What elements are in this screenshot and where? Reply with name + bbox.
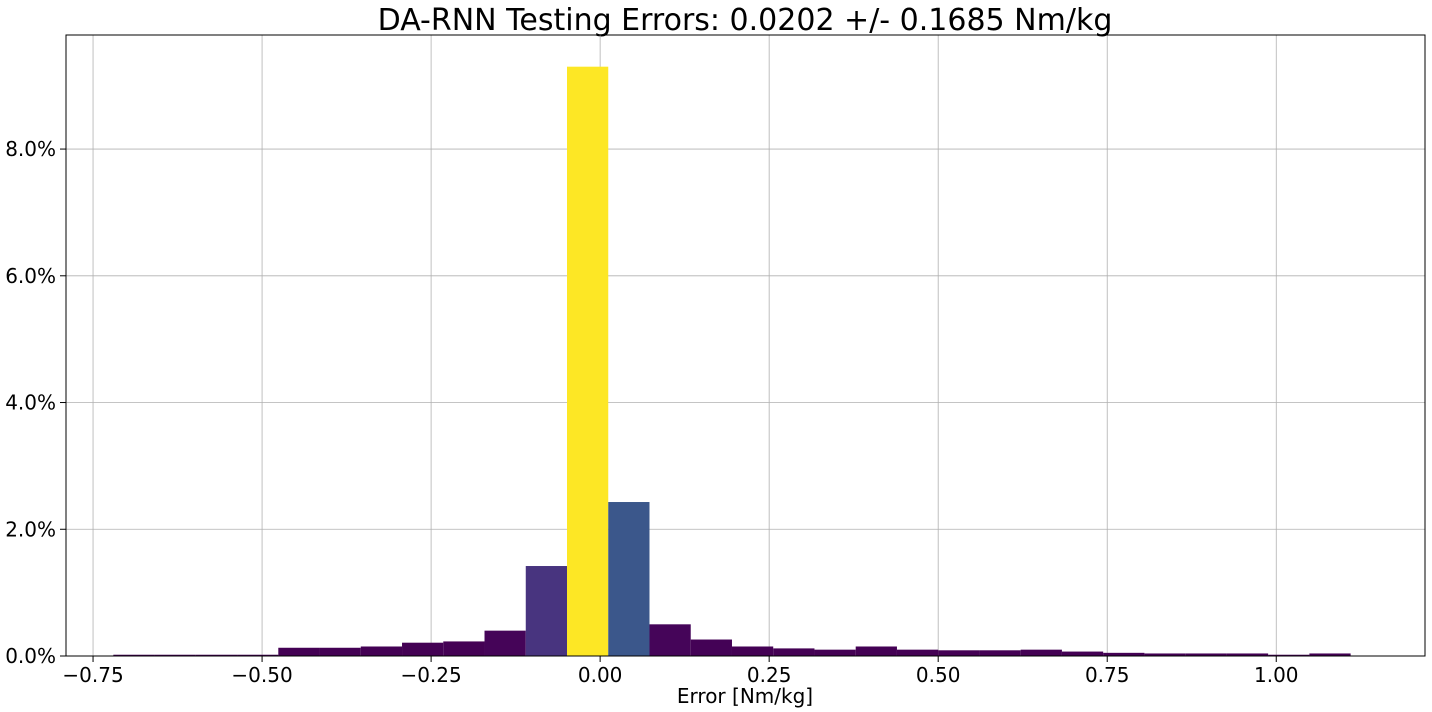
y-tick-label: 8.0% bbox=[5, 137, 56, 161]
x-tick-label: 1.00 bbox=[1254, 663, 1299, 687]
x-axis-ticks: −0.75 −0.50 −0.25 0.00 0.25 0.50 0.75 1.00 bbox=[62, 656, 1299, 687]
histogram-bar bbox=[649, 624, 691, 656]
histogram-bars bbox=[113, 66, 1351, 657]
histogram-bar bbox=[1144, 653, 1186, 656]
histogram-bar bbox=[237, 654, 279, 656]
histogram-bar bbox=[1185, 653, 1227, 656]
histogram-bar bbox=[608, 502, 650, 656]
histogram-bar bbox=[319, 647, 361, 656]
y-tick-label: 2.0% bbox=[5, 517, 56, 541]
histogram-bar bbox=[979, 650, 1021, 656]
histogram-bar bbox=[113, 654, 155, 656]
y-tick-label: 0.0% bbox=[5, 644, 56, 668]
x-axis-label: Error [Nm/kg] bbox=[677, 684, 813, 708]
x-tick-label: −0.75 bbox=[62, 663, 123, 687]
chart-title: DA-RNN Testing Errors: 0.0202 +/- 0.1685… bbox=[378, 3, 1113, 38]
histogram-bar bbox=[443, 641, 485, 656]
histogram-bar bbox=[855, 646, 897, 656]
histogram-bar bbox=[567, 66, 609, 657]
x-tick-label: −0.50 bbox=[231, 663, 292, 687]
x-tick-label: −0.25 bbox=[400, 663, 461, 687]
histogram-bar bbox=[484, 630, 526, 656]
x-tick-label: 0.25 bbox=[747, 663, 792, 687]
plot-frame bbox=[65, 34, 1426, 657]
grid-lines bbox=[66, 35, 1425, 657]
histogram-bar bbox=[525, 566, 568, 656]
histogram-bar bbox=[938, 650, 980, 656]
histogram-bar bbox=[896, 649, 939, 656]
histogram-bar bbox=[360, 646, 403, 656]
x-tick-label: 0.50 bbox=[916, 663, 961, 687]
histogram-bar bbox=[690, 639, 732, 656]
histogram-bar bbox=[195, 654, 238, 656]
histogram-bar bbox=[1020, 649, 1062, 656]
y-tick-label: 4.0% bbox=[5, 391, 56, 415]
histogram-bar bbox=[1309, 653, 1351, 656]
histogram-bar bbox=[1268, 654, 1310, 656]
histogram-bar bbox=[278, 647, 320, 656]
x-tick-label: 0.75 bbox=[1085, 663, 1130, 687]
histogram-bar bbox=[1061, 651, 1104, 656]
histogram-bar bbox=[1226, 653, 1269, 656]
histogram-bar bbox=[814, 649, 856, 656]
histogram-bar bbox=[731, 646, 774, 656]
y-axis-ticks: 0.0% 2.0% 4.0% 6.0% 8.0% bbox=[5, 137, 66, 668]
histogram-bar bbox=[1103, 652, 1145, 656]
histogram-bar bbox=[402, 642, 444, 656]
histogram-bar bbox=[773, 648, 815, 656]
y-tick-label: 6.0% bbox=[5, 264, 56, 288]
x-tick-label: 0.00 bbox=[578, 663, 623, 687]
histogram-bar bbox=[154, 654, 196, 656]
